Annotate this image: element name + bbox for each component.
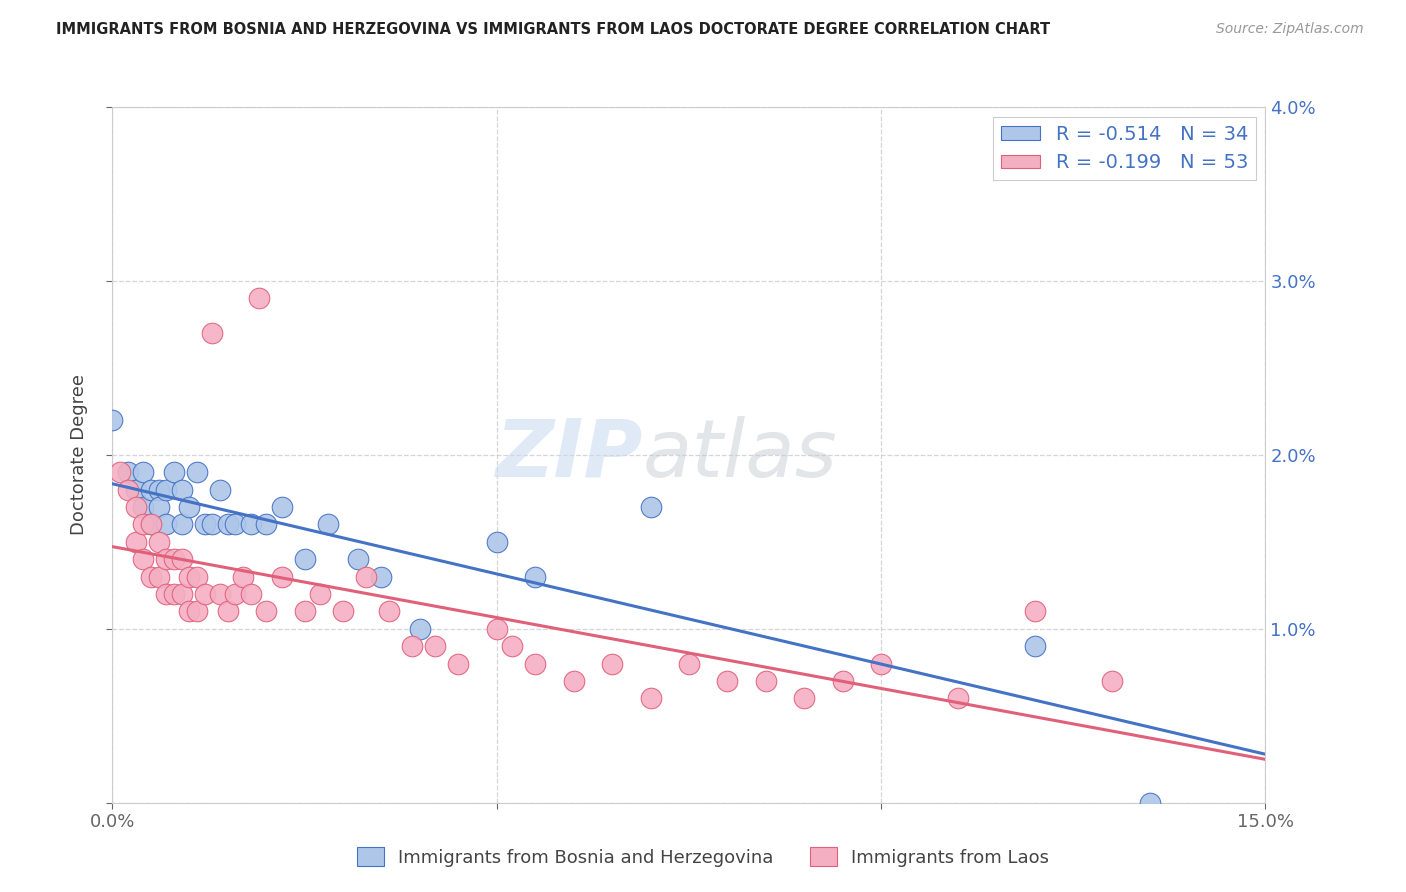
- Point: [139, 483, 162, 497]
- Point: [194, 517, 217, 532]
- Point: [117, 483, 139, 497]
- Point: [501, 639, 523, 653]
- Point: [132, 500, 155, 514]
- Point: [270, 570, 292, 584]
- Point: [401, 639, 423, 653]
- Point: [716, 674, 738, 689]
- Point: [148, 483, 170, 497]
- Point: [124, 535, 146, 549]
- Point: [485, 622, 508, 636]
- Point: [1024, 639, 1046, 653]
- Point: [117, 466, 139, 480]
- Point: [447, 657, 470, 671]
- Point: [132, 466, 155, 480]
- Y-axis label: Doctorate Degree: Doctorate Degree: [70, 375, 89, 535]
- Point: [524, 570, 547, 584]
- Point: [163, 552, 186, 566]
- Point: [1101, 674, 1123, 689]
- Point: [946, 691, 969, 706]
- Point: [332, 605, 354, 619]
- Point: [132, 517, 155, 532]
- Point: [640, 691, 662, 706]
- Point: [217, 517, 239, 532]
- Point: [170, 483, 193, 497]
- Point: [640, 500, 662, 514]
- Point: [201, 517, 224, 532]
- Point: [124, 483, 146, 497]
- Point: [209, 587, 232, 601]
- Point: [179, 500, 201, 514]
- Point: [254, 517, 277, 532]
- Text: IMMIGRANTS FROM BOSNIA AND HERZEGOVINA VS IMMIGRANTS FROM LAOS DOCTORATE DEGREE : IMMIGRANTS FROM BOSNIA AND HERZEGOVINA V…: [56, 22, 1050, 37]
- Point: [170, 587, 193, 601]
- Point: [155, 552, 177, 566]
- Point: [186, 466, 208, 480]
- Point: [139, 570, 162, 584]
- Point: [425, 639, 447, 653]
- Point: [186, 605, 208, 619]
- Point: [755, 674, 778, 689]
- Point: [562, 674, 585, 689]
- Point: [294, 605, 316, 619]
- Point: [247, 291, 270, 305]
- Point: [239, 587, 262, 601]
- Point: [108, 466, 131, 480]
- Point: [186, 570, 208, 584]
- Point: [409, 622, 432, 636]
- Text: ZIP: ZIP: [495, 416, 643, 494]
- Point: [209, 483, 232, 497]
- Point: [217, 605, 239, 619]
- Point: [270, 500, 292, 514]
- Point: [1024, 605, 1046, 619]
- Point: [155, 483, 177, 497]
- Legend: R = -0.514   N = 34, R = -0.199   N = 53: R = -0.514 N = 34, R = -0.199 N = 53: [993, 117, 1256, 180]
- Point: [678, 657, 700, 671]
- Point: [179, 605, 201, 619]
- Point: [793, 691, 815, 706]
- Point: [139, 517, 162, 532]
- Point: [354, 570, 377, 584]
- Point: [101, 413, 124, 427]
- Point: [194, 587, 217, 601]
- Text: Source: ZipAtlas.com: Source: ZipAtlas.com: [1216, 22, 1364, 37]
- Point: [132, 552, 155, 566]
- Point: [254, 605, 277, 619]
- Point: [201, 326, 224, 341]
- Point: [831, 674, 853, 689]
- Point: [163, 466, 186, 480]
- Text: atlas: atlas: [643, 416, 838, 494]
- Point: [309, 587, 332, 601]
- Point: [378, 605, 401, 619]
- Point: [1139, 796, 1161, 810]
- Point: [600, 657, 623, 671]
- Point: [870, 657, 893, 671]
- Point: [485, 535, 508, 549]
- Point: [139, 517, 162, 532]
- Point: [155, 587, 177, 601]
- Point: [148, 500, 170, 514]
- Point: [294, 552, 316, 566]
- Point: [170, 552, 193, 566]
- Point: [347, 552, 370, 566]
- Point: [179, 570, 201, 584]
- Point: [370, 570, 392, 584]
- Point: [155, 517, 177, 532]
- Point: [239, 517, 262, 532]
- Point: [524, 657, 547, 671]
- Point: [163, 587, 186, 601]
- Legend: Immigrants from Bosnia and Herzegovina, Immigrants from Laos: Immigrants from Bosnia and Herzegovina, …: [350, 840, 1056, 874]
- Point: [148, 535, 170, 549]
- Point: [170, 517, 193, 532]
- Point: [224, 587, 246, 601]
- Point: [124, 500, 146, 514]
- Point: [148, 570, 170, 584]
- Point: [224, 517, 246, 532]
- Point: [316, 517, 339, 532]
- Point: [232, 570, 254, 584]
